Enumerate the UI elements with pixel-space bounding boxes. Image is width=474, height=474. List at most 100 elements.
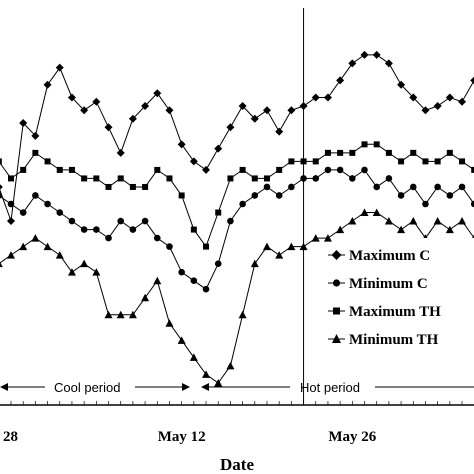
data-point-circle — [202, 285, 210, 293]
data-point-triangle — [360, 208, 369, 217]
data-point-triangle — [116, 310, 125, 319]
data-point-triangle — [141, 293, 150, 302]
data-point-square — [117, 175, 124, 182]
data-point-circle — [117, 217, 125, 225]
data-point-square — [8, 175, 14, 182]
data-point-circle — [214, 260, 222, 267]
legend-circle-icon — [332, 279, 341, 287]
data-point-diamond — [336, 76, 345, 85]
data-point-square — [20, 166, 27, 173]
data-point-triangle — [177, 336, 186, 344]
data-point-triangle — [214, 378, 223, 387]
legend-square-icon — [333, 307, 340, 315]
legend-entry-maximum-th: Maximum TH — [328, 304, 441, 320]
data-point-square — [337, 149, 344, 156]
data-point-circle — [239, 200, 246, 208]
data-point-diamond — [128, 114, 137, 123]
data-point-diamond — [189, 157, 198, 166]
data-point-circle — [397, 192, 405, 199]
data-point-diamond — [409, 93, 418, 102]
legend-label-maximum-c: Maximum C — [349, 248, 430, 264]
data-point-circle — [422, 200, 429, 208]
period-annotations: Cool period Hot period — [0, 380, 474, 395]
data-point-square — [44, 158, 51, 165]
data-point-square — [129, 183, 136, 190]
x-tick-label: May 26 — [328, 429, 376, 445]
data-point-diamond — [202, 165, 211, 174]
data-point-circle — [190, 277, 198, 284]
data-point-diamond — [397, 80, 406, 89]
data-point-diamond — [275, 127, 284, 136]
data-point-diamond — [116, 148, 125, 157]
data-point-circle — [32, 192, 39, 199]
data-point-circle — [105, 234, 112, 242]
data-point-diamond — [287, 106, 296, 115]
data-point-diamond — [177, 140, 186, 149]
data-point-circle — [409, 183, 417, 191]
data-point-circle — [166, 243, 173, 250]
cool-period-label: Cool period — [54, 380, 121, 395]
data-point-circle — [93, 226, 100, 233]
data-point-square — [312, 158, 319, 165]
data-point-square — [0, 158, 2, 165]
data-point-circle — [300, 175, 307, 182]
data-point-circle — [56, 209, 64, 216]
series-maximum-c — [0, 50, 474, 226]
hot-period-label: Hot period — [300, 380, 360, 395]
legend-entry-minimum-c: Minimum C — [328, 276, 428, 292]
data-point-triangle — [250, 259, 259, 268]
data-point-triangle — [238, 310, 247, 319]
x-tick-label: May 12 — [158, 429, 206, 445]
data-point-diamond — [43, 80, 52, 89]
series-line-maximum-c — [0, 54, 474, 222]
data-point-diamond — [165, 106, 174, 115]
legend-background — [338, 238, 474, 350]
data-point-triangle — [275, 251, 284, 259]
data-point-diamond — [238, 102, 247, 110]
data-point-triangle — [165, 319, 174, 327]
data-point-square — [203, 243, 210, 250]
data-point-square — [471, 166, 474, 173]
data-point-square — [385, 149, 392, 156]
data-point-diamond — [311, 93, 320, 102]
data-point-circle — [251, 192, 259, 199]
hot-period-arrow-head-left — [201, 383, 209, 391]
data-point-square — [81, 175, 88, 182]
series-minimum-c — [0, 166, 474, 293]
cool-period-arrow-head-right — [182, 383, 190, 391]
data-point-square — [105, 183, 112, 190]
x-tick-label: 28 — [3, 429, 18, 445]
legend-entry-maximum-c: Maximum C — [328, 248, 430, 264]
data-point-diamond — [384, 59, 393, 68]
data-point-diamond — [92, 97, 101, 106]
data-point-triangle — [409, 217, 418, 225]
data-point-triangle — [31, 234, 40, 242]
data-point-square — [239, 166, 246, 173]
data-point-triangle — [445, 225, 454, 234]
data-point-square — [190, 226, 197, 233]
data-point-square — [410, 149, 417, 156]
data-point-triangle — [104, 310, 113, 319]
data-point-diamond — [348, 59, 357, 68]
data-point-square — [434, 158, 441, 165]
data-point-circle — [129, 226, 137, 233]
data-point-square — [300, 158, 307, 165]
legend-triangle-icon — [332, 334, 341, 343]
data-point-diamond — [299, 102, 308, 110]
data-point-square — [166, 175, 173, 182]
legend-label-minimum-th: Minimum TH — [349, 332, 439, 348]
data-point-triangle — [226, 361, 235, 370]
data-point-circle — [373, 183, 381, 191]
data-point-diamond — [262, 106, 271, 115]
legend-entry-minimum-th: Minimum TH — [328, 332, 439, 348]
data-point-circle — [44, 200, 51, 208]
data-point-triangle — [128, 310, 137, 319]
data-point-triangle — [336, 225, 345, 234]
data-point-triangle — [397, 225, 406, 234]
data-point-diamond — [19, 119, 28, 128]
series-line-minimum-th — [0, 212, 474, 384]
data-point-triangle — [311, 234, 320, 242]
data-point-square — [446, 149, 453, 156]
data-point-diamond — [55, 63, 64, 72]
